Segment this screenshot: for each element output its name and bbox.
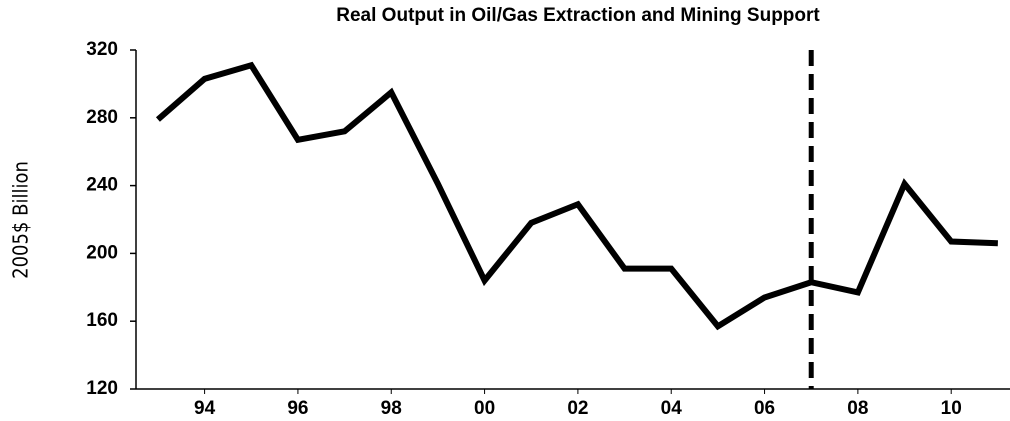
- x-tick-label: 02: [567, 398, 588, 419]
- x-tick-label: 00: [474, 398, 495, 419]
- y-tick-label: 280: [86, 107, 118, 128]
- x-tick-label: 04: [661, 398, 683, 419]
- y-tick-label: 160: [86, 310, 118, 331]
- x-tick-label: 98: [381, 398, 402, 419]
- y-tick-label: 240: [86, 175, 118, 196]
- x-tick-label: 06: [754, 398, 775, 419]
- x-tick-label: 94: [194, 398, 216, 419]
- y-tick-label: 120: [86, 378, 118, 399]
- x-tick-label: 08: [847, 398, 868, 419]
- data-line: [155, 61, 998, 331]
- y-tick-label: 200: [86, 242, 118, 263]
- x-tick-label: 96: [287, 398, 308, 419]
- x-tick-label: 10: [941, 398, 962, 419]
- y-axis-label: 2005$ Billion: [9, 161, 33, 279]
- chart-title: Real Output in Oil/Gas Extraction and Mi…: [336, 5, 820, 26]
- y-tick-label: 320: [86, 39, 118, 60]
